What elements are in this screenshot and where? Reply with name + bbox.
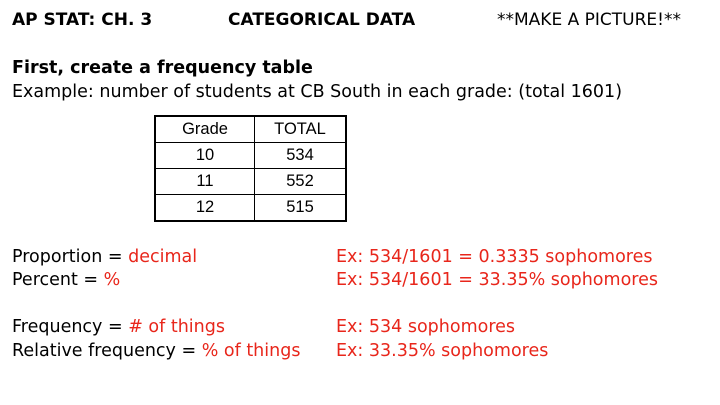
definition-term: Proportion = (12, 247, 129, 267)
definition-term: Relative frequency = (12, 341, 202, 361)
definition-proportion: Proportion = decimal (12, 247, 197, 267)
frequency-table: Grade TOTAL 10 534 11 552 12 515 (154, 115, 347, 222)
table-cell-total: 552 (254, 168, 347, 195)
definition-meaning: decimal (128, 247, 198, 267)
definition-term: Percent = (12, 270, 104, 290)
section-subtitle: First, create a frequency table (12, 58, 313, 78)
definition-meaning: # of things (128, 317, 225, 337)
table-row: 12 515 (154, 194, 347, 222)
definition-percent: Percent = % (12, 270, 120, 290)
definition-meaning: % (103, 270, 121, 290)
example-frequency: Ex: 534 sophomores (336, 317, 516, 337)
example-proportion: Ex: 534/1601 = 0.3335 sophomores (336, 247, 653, 267)
table-cell-total: 534 (254, 142, 347, 169)
table-row: 10 534 (154, 142, 347, 169)
table-cell-total: 515 (254, 194, 347, 222)
definition-relative-frequency: Relative frequency = % of things (12, 341, 300, 361)
table-header-row: Grade TOTAL (154, 115, 347, 143)
table-header-total: TOTAL (254, 115, 347, 143)
table-header-grade: Grade (154, 115, 255, 143)
table-cell-grade: 10 (154, 142, 255, 169)
example-relative-frequency: Ex: 33.35% sophomores (336, 341, 549, 361)
definition-meaning: % of things (201, 341, 301, 361)
header-topic: CATEGORICAL DATA (228, 10, 416, 30)
example-text: Example: number of students at CB South … (12, 82, 623, 102)
header-note: **MAKE A PICTURE!** (497, 10, 681, 30)
table-cell-grade: 12 (154, 194, 255, 222)
table-row: 11 552 (154, 168, 347, 195)
example-percent: Ex: 534/1601 = 33.35% sophomores (336, 270, 658, 290)
definition-term: Frequency = (12, 317, 129, 337)
table-cell-grade: 11 (154, 168, 255, 195)
header-course: AP STAT: CH. 3 (12, 10, 153, 30)
definition-frequency: Frequency = # of things (12, 317, 225, 337)
